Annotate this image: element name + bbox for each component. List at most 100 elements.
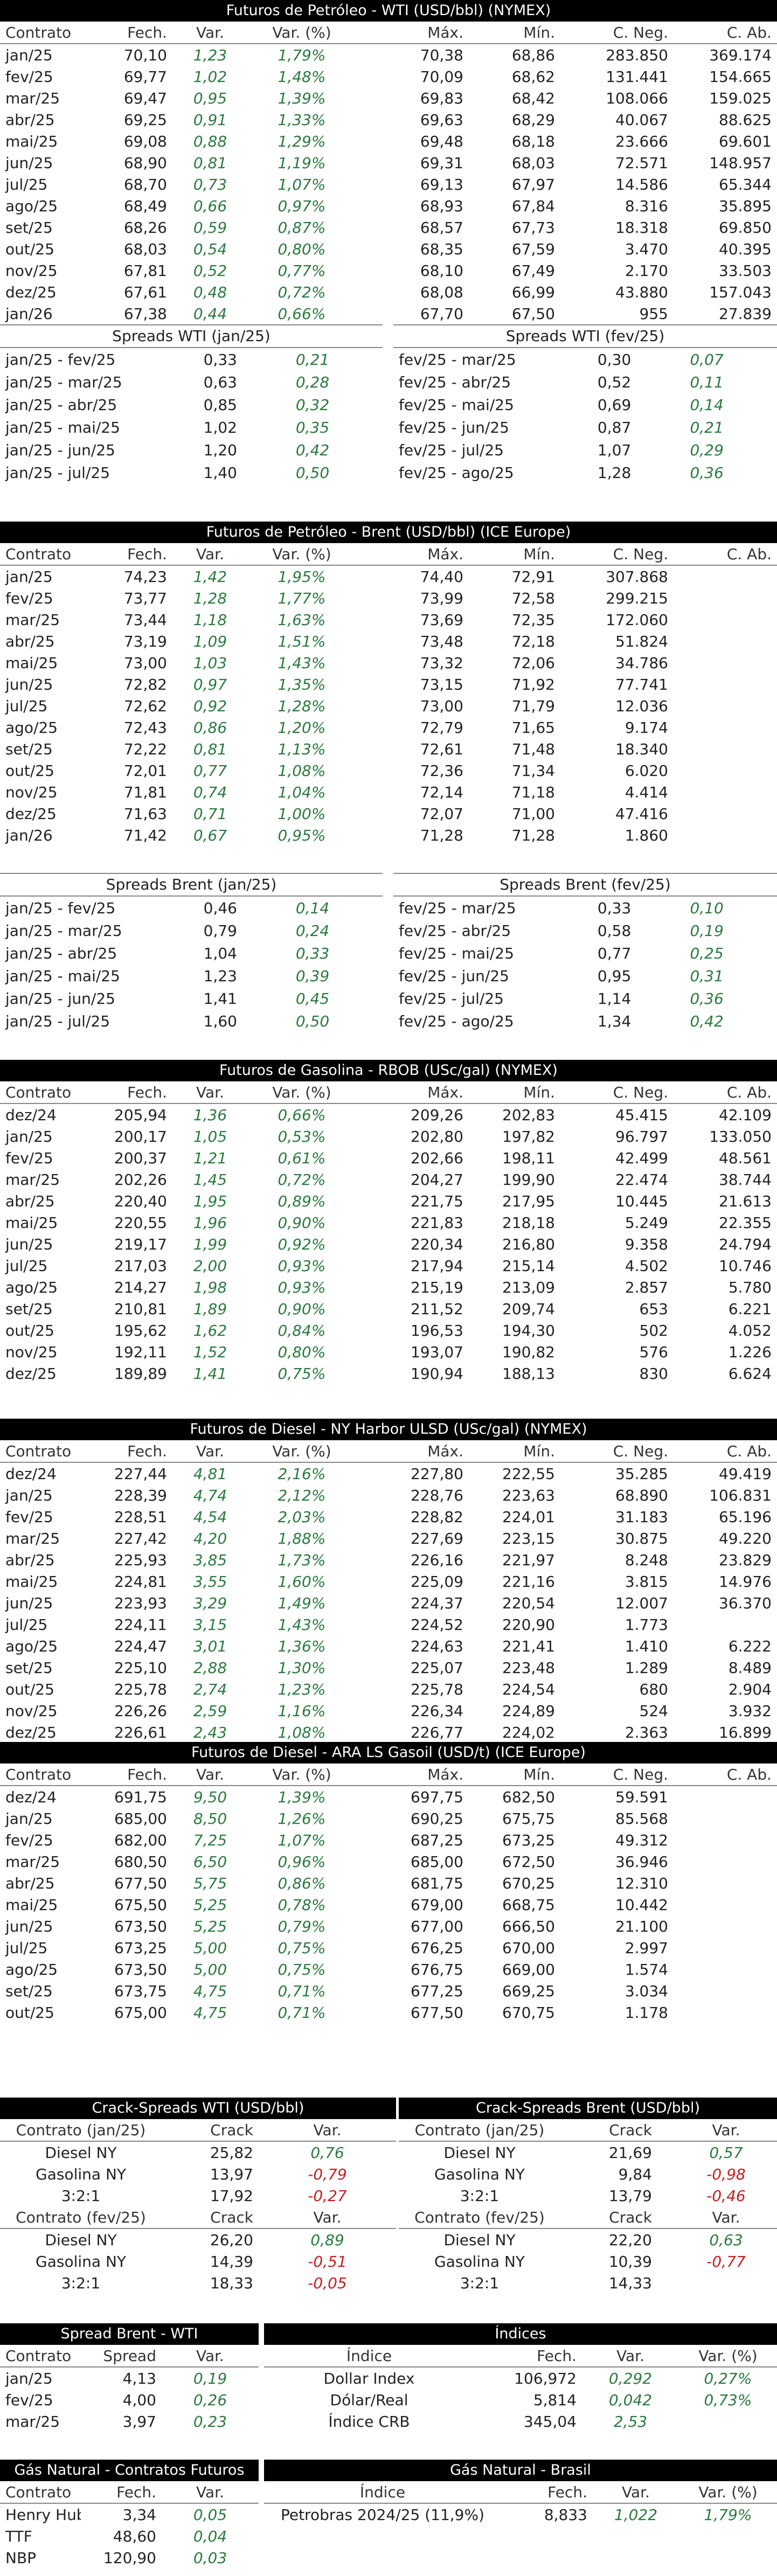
table-cell: 22,20 — [608, 2231, 652, 2249]
table-cell: dez/25 — [5, 1364, 57, 1383]
indices-table: Índice Fech. Var. Var. (%) Dollar Index 106,9… — [264, 2345, 777, 2432]
column-header: Mín. — [469, 1081, 560, 1104]
column-header: Contrato — [0, 22, 81, 44]
table-cell: -0,98 — [706, 2165, 746, 2183]
table-cell: 0,10 — [690, 899, 724, 917]
table-cell: 69,48 — [420, 132, 463, 150]
table-row: abr/25 69,25 0,91 1,33% 69,63 68,29 40.067 88.6… — [0, 109, 777, 130]
table-cell: 0,90% — [278, 1213, 326, 1232]
table-cell: 0,75% — [278, 1960, 326, 1978]
table-cell: jan/25 — [5, 1486, 53, 1504]
table-cell: 6.624 — [728, 1364, 772, 1383]
table-cell: 0,33 — [295, 944, 330, 962]
table-cell: 0,73 — [193, 175, 227, 193]
crack-brent-title: Crack-Spreads Brent (USD/bbl) — [399, 2098, 777, 2119]
table-cell: 71,81 — [123, 783, 167, 801]
gas-futures-table: Contrato Fech. Var. Henry Hub 3,34 0,05 TTF 48,… — [0, 2481, 259, 2568]
table-header-row: Contrato Fech. Var. Var. (%) Máx. Mín. C. Neg.… — [0, 1081, 777, 1104]
table-cell: 1,36 — [193, 1106, 227, 1124]
table-cell: 30.875 — [615, 1529, 668, 1547]
table-cell: Petrobras 2024/25 (11,9%) — [280, 2505, 485, 2524]
table-row: jan/25 - mai/25 1,02 0,35 — [0, 416, 383, 439]
table-cell: 71,42 — [123, 826, 167, 844]
table-cell: 0,21 — [295, 350, 330, 369]
table-cell: 68.890 — [615, 1486, 668, 1504]
table-cell: 0,85 — [203, 395, 237, 414]
table-row: Dólar/Real 5,814 0,042 0,73% — [264, 2389, 777, 2411]
table-cell: 4,74 — [193, 1486, 227, 1504]
table-cell: 0,95% — [278, 826, 326, 844]
table-cell: 204,27 — [411, 1170, 463, 1189]
table-cell: 8.489 — [728, 1658, 772, 1677]
table-cell: 33.503 — [719, 261, 772, 280]
table-cell: 215,14 — [502, 1256, 555, 1275]
table-cell: 0,75% — [278, 1364, 326, 1383]
table-cell: 225,78 — [411, 1680, 463, 1698]
table-row: fev/25 - ago/25 1,28 0,36 — [393, 461, 777, 484]
table-row: set/25 72,22 0,81 1,13% 72,61 71,48 18.340 — [0, 738, 777, 760]
column-header: Var. — [593, 2481, 679, 2504]
column-header: Fech. — [501, 2481, 593, 2504]
table-cell: 1,29% — [278, 132, 326, 150]
brent-spread-left-table: jan/25 - fev/25 0,46 0,14 jan/25 - mar/25 0,… — [0, 897, 383, 1032]
table-cell: 226,26 — [114, 1702, 167, 1720]
table-cell: TTF — [5, 2527, 32, 2545]
table-cell: 67,70 — [420, 304, 463, 323]
table-cell: 670,25 — [502, 1874, 555, 1892]
table-cell: dez/25 — [5, 283, 57, 301]
table-cell: 14.976 — [719, 1572, 772, 1591]
column-header: Máx. — [356, 1440, 469, 1463]
spread-bw-table: Contrato Spread Var. jan/25 4,13 0,19 fev/25 4,… — [0, 2345, 259, 2432]
table-cell: 4,54 — [193, 1508, 227, 1526]
table-cell: 73,00 — [123, 654, 167, 672]
column-header: Índice — [264, 2481, 501, 2504]
column-header: Contrato — [0, 1763, 81, 1786]
table-cell: 14,39 — [210, 2252, 253, 2271]
table-cell: 18.340 — [615, 740, 668, 758]
column-header: Crack — [162, 2119, 259, 2142]
table-cell: 670,00 — [502, 1939, 555, 1957]
table-cell: 4.414 — [625, 783, 668, 801]
table-row: jan/25 70,10 1,23 1,79% 70,38 68,86 283.850 369… — [0, 44, 777, 66]
table-cell: abr/25 — [5, 632, 55, 650]
table-cell — [674, 1829, 777, 1851]
table-cell — [674, 587, 777, 609]
table-row: Diesel NY 22,20 0,63 — [399, 2228, 777, 2251]
table-row: mar/25 3,97 0,23 — [0, 2411, 259, 2432]
table-cell: 68,70 — [123, 175, 167, 193]
table-row: mai/25 220,55 1,96 0,90% 221,83 218,18 5.249 22… — [0, 1212, 777, 1233]
table-cell: 10.746 — [719, 1256, 772, 1275]
table-cell: 71,48 — [511, 740, 555, 758]
table-cell: 69,08 — [123, 132, 167, 150]
table-cell: 1,13% — [278, 740, 326, 758]
table-cell: Dollar Index — [323, 2369, 415, 2387]
table-cell: jan/25 — [5, 46, 53, 64]
wti-spread-left-table: jan/25 - fev/25 0,33 0,21 jan/25 - mar/25 0,… — [0, 348, 383, 484]
table-cell: 221,41 — [502, 1637, 555, 1655]
table-cell: 6.020 — [625, 761, 668, 780]
table-cell: ago/25 — [5, 1960, 58, 1978]
gas-brasil-table: Índice Fech. Var. Var. (%) Petrobras 2024/25… — [264, 2481, 777, 2525]
table-cell: 0,67 — [193, 826, 227, 844]
table-cell: 1,49% — [278, 1594, 326, 1612]
table-cell: 22.355 — [719, 1213, 772, 1232]
table-cell: 0,35 — [295, 418, 330, 436]
table-cell: 2,53 — [613, 2412, 648, 2431]
table-cell: 1.574 — [625, 1960, 668, 1978]
table-row: out/25 195,62 1,62 0,84% 196,53 194,30 502 4.05… — [0, 1320, 777, 1341]
column-header: Var. — [172, 1440, 248, 1463]
table-row: jun/25 72,82 0,97 1,35% 73,15 71,92 77.741 — [0, 673, 777, 695]
table-cell: jul/25 — [5, 1615, 48, 1634]
table-cell: set/25 — [5, 1982, 53, 2000]
table-cell: 0,87% — [278, 218, 326, 237]
table-cell: 67,59 — [511, 240, 555, 258]
table-cell: 1,07% — [278, 175, 326, 193]
table-cell: 72,06 — [511, 654, 555, 672]
table-cell — [657, 2272, 777, 2294]
table-cell: 3:2:1 — [460, 2274, 500, 2292]
table-cell: jan/25 — [5, 1809, 53, 1828]
table-cell: 72,61 — [420, 740, 463, 758]
table-cell: 224,11 — [114, 1615, 167, 1634]
column-header: Contrato — [0, 1440, 81, 1463]
gas-futures-title: Gás Natural - Contratos Futuros — [0, 2460, 259, 2481]
